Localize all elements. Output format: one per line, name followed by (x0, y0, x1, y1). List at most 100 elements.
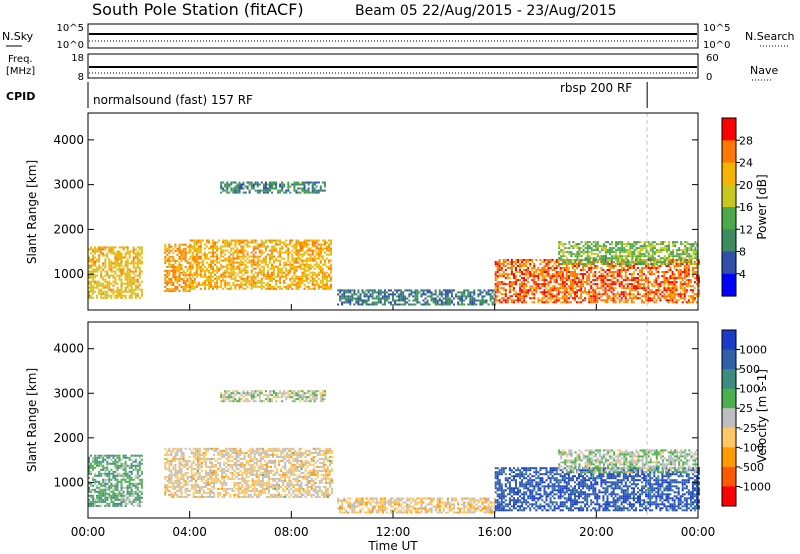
data-cell-0 (96, 286, 99, 289)
data-cell-6 (688, 247, 691, 250)
data-cell-6 (588, 263, 591, 266)
data-cell-4 (430, 291, 433, 294)
data-cell-6 (580, 251, 583, 254)
data-cell-5 (527, 293, 530, 296)
data-cell-0 (114, 260, 117, 263)
data-cell-5 (594, 265, 597, 267)
data-cell-2 (210, 281, 212, 284)
data-cell-5 (671, 289, 674, 292)
data-cell-6 (588, 261, 591, 264)
data-cell-6 (625, 255, 628, 258)
data-cell-3 (256, 191, 259, 194)
data-cell-5 (693, 287, 696, 290)
data-cell-2 (203, 285, 206, 288)
data-cell-3 (323, 181, 326, 184)
data-cell-6 (592, 257, 595, 260)
data-cell-4 (485, 299, 488, 302)
data-cell-3 (311, 189, 314, 192)
data-cell-1 (182, 280, 185, 282)
data-cell-5 (543, 283, 546, 286)
data-cell-5 (673, 291, 676, 294)
data-cell-5 (531, 297, 534, 300)
data-cell-2 (277, 285, 280, 288)
data-cell-0 (104, 468, 107, 471)
data-cell-6 (586, 241, 589, 244)
data-cell-2 (279, 249, 282, 252)
data-cell-5 (600, 299, 603, 302)
data-cell-4 (473, 303, 476, 306)
data-cell-2 (313, 287, 316, 290)
data-cell-4 (426, 289, 429, 292)
data-cell-0 (106, 464, 109, 467)
data-cell-0 (98, 472, 101, 475)
data-cell-3 (315, 181, 318, 184)
data-cell-0 (108, 288, 111, 291)
data-cell-2 (269, 283, 271, 286)
data-cell-5 (533, 263, 536, 265)
data-cell-0 (102, 248, 105, 251)
data-cell-0 (128, 456, 131, 459)
data-cell-5 (571, 289, 574, 292)
data-cell-0 (116, 482, 119, 485)
data-cell-0 (128, 268, 131, 271)
data-cell-2 (228, 261, 231, 264)
data-cell-1 (172, 269, 175, 272)
data-cell-0 (104, 498, 107, 501)
data-cell-1 (168, 469, 171, 472)
data-cell-5 (525, 269, 528, 271)
data-cell-6 (631, 257, 634, 260)
data-cell-5 (594, 273, 597, 276)
data-cell-4 (398, 303, 401, 306)
data-cell-5 (663, 283, 666, 286)
data-cell-2 (230, 285, 233, 288)
data-cell-1 (184, 487, 187, 490)
data-cell-0 (102, 290, 105, 293)
data-cell-0 (106, 462, 109, 465)
data-cell-5 (659, 297, 662, 300)
data-cell-2 (315, 275, 318, 278)
data-cell-6 (659, 263, 662, 266)
data-cell-1 (178, 265, 181, 268)
data-cell-4 (448, 289, 451, 292)
data-cell-6 (582, 249, 585, 252)
data-cell-5 (671, 273, 674, 276)
data-cell-1 (178, 257, 181, 260)
data-cell-5 (600, 277, 603, 280)
data-cell-2 (242, 283, 245, 286)
data-cell-6 (570, 245, 573, 248)
data-cell-5 (582, 267, 585, 269)
data-cell-5 (513, 283, 515, 286)
data-cell-1 (168, 257, 171, 260)
data-cell-0 (128, 494, 131, 497)
data-cell-0 (116, 294, 119, 297)
data-cell-2 (220, 251, 223, 254)
data-cell-5 (645, 295, 648, 298)
data-cell-5 (535, 275, 538, 278)
data-cell-2 (283, 279, 286, 282)
data-cell-2 (212, 241, 214, 244)
data-cell-0 (108, 502, 111, 505)
data-cell-5 (685, 289, 688, 292)
data-cell-2 (232, 267, 235, 270)
data-cell-4 (430, 297, 433, 300)
data-cell-3 (289, 191, 292, 194)
data-cell-5 (569, 289, 572, 292)
data-cell-5 (671, 283, 674, 286)
data-cell-1 (170, 485, 173, 488)
data-cell-0 (114, 488, 117, 491)
data-cell-2 (260, 243, 263, 246)
data-cell-6 (645, 259, 648, 262)
data-cell-6 (580, 261, 583, 264)
data-cell-0 (120, 474, 123, 477)
data-cell-3 (226, 185, 229, 188)
data-cell-2 (293, 283, 296, 286)
data-cell-5 (498, 287, 501, 290)
data-cell-4 (379, 297, 382, 300)
data-cell-2 (240, 251, 243, 254)
data-cell-2 (232, 257, 235, 260)
data-cell-5 (608, 269, 611, 271)
data-cell-6 (692, 253, 695, 256)
data-cell-0 (94, 502, 97, 505)
data-cell-5 (679, 281, 682, 284)
data-cell-6 (643, 259, 646, 262)
